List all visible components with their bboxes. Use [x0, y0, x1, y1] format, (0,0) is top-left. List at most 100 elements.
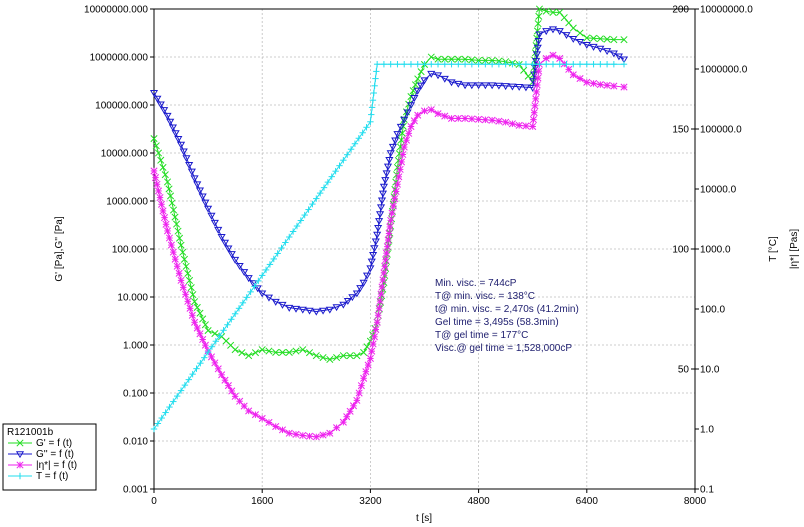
data-point: [576, 61, 584, 68]
data-point: [534, 38, 543, 45]
data-point: [481, 82, 490, 90]
data-point: [576, 75, 584, 83]
data-point: [461, 82, 470, 90]
data-point: [332, 167, 339, 175]
data-point: [387, 215, 396, 223]
data-point: [475, 115, 483, 123]
data-point: [339, 301, 348, 309]
data-point: [339, 352, 347, 360]
y-left-tick-label: 10000000.000: [84, 5, 148, 16]
data-point: [400, 116, 409, 124]
annotation-line-3: t@ min. visc. = 2,470s (41.2min): [435, 304, 579, 315]
data-point: [278, 301, 287, 309]
data-point: [333, 353, 341, 362]
legend-item: G'' = f (t): [8, 449, 74, 460]
data-point: [388, 209, 396, 217]
data-point: [427, 106, 435, 114]
data-point: [375, 218, 384, 226]
data-point: [589, 43, 598, 51]
data-point: [298, 306, 307, 314]
y-temp-tick-label: 100: [672, 245, 689, 256]
data-point: [387, 216, 395, 224]
data-point: [211, 359, 219, 367]
data-point: [535, 12, 543, 20]
data-point: [187, 168, 196, 176]
data-point: [201, 341, 209, 349]
data-point: [373, 68, 380, 75]
data-point: [620, 83, 628, 91]
data-point: [448, 61, 455, 68]
data-point: [191, 318, 199, 326]
y-left-tick-label: 10.000: [117, 293, 148, 304]
data-point: [292, 347, 300, 355]
y-left-tick-label: 10000.000: [101, 149, 149, 160]
data-point: [355, 389, 363, 397]
data-point: [193, 303, 201, 311]
data-point: [495, 61, 503, 68]
data-point: [454, 55, 462, 63]
data-point: [278, 348, 287, 356]
data-point: [169, 248, 177, 256]
data-point: [190, 175, 199, 183]
data-point: [392, 187, 400, 196]
legend-label: T = f (t): [36, 471, 68, 482]
data-point: [201, 321, 209, 329]
data-point: [266, 261, 274, 268]
y-temp-tick-label: 200: [672, 5, 689, 16]
data-point: [204, 326, 212, 335]
data-point: [299, 346, 307, 354]
data-point: [149, 90, 159, 97]
data-point: [188, 311, 196, 319]
data-point: [274, 250, 281, 257]
y-eta-tick-label: 100000.0: [700, 125, 742, 136]
data-point: [569, 24, 577, 32]
data-point: [549, 51, 557, 59]
data-point: [535, 67, 543, 75]
data-point: [488, 56, 496, 64]
data-point: [397, 158, 406, 166]
data-point: [162, 409, 169, 416]
data-point: [359, 129, 366, 136]
data-point: [590, 61, 597, 68]
data-point: [533, 44, 542, 52]
data-point: [182, 155, 191, 163]
data-point: [201, 354, 208, 361]
data-point: [285, 429, 293, 437]
data-point: [184, 297, 192, 305]
data-point: [179, 248, 187, 256]
data-point: [228, 387, 236, 395]
data-point: [177, 387, 185, 394]
data-point: [243, 294, 250, 301]
legend-box: [2, 423, 97, 491]
data-point: [454, 80, 463, 88]
data-point: [255, 277, 262, 285]
data-point: [381, 177, 390, 185]
x-tick-label: 3200: [359, 496, 382, 507]
data-point: [468, 115, 476, 123]
data-point: [542, 7, 550, 15]
data-point: [535, 31, 544, 39]
data-point: [396, 165, 404, 173]
data-point: [421, 61, 428, 68]
data-point: [387, 61, 394, 68]
annotation-line-4: Gel time = 3,495s (58.3min): [435, 317, 559, 328]
data-point: [413, 87, 422, 95]
data-point: [502, 61, 509, 68]
data-point: [529, 116, 538, 124]
data-point: [166, 192, 175, 200]
data-point: [238, 349, 246, 357]
data-point: [440, 75, 449, 83]
data-point: [391, 137, 400, 145]
data-point: [596, 45, 605, 53]
data-point: [159, 163, 167, 172]
y-left-tick-label: 0.100: [123, 389, 148, 400]
y-eta-tick-label: 100.0: [700, 305, 725, 316]
data-point: [371, 82, 378, 89]
data-point: [531, 102, 539, 110]
data-point: [515, 61, 523, 68]
data-point: [293, 222, 301, 230]
data-point: [346, 352, 354, 360]
data-point: [328, 173, 335, 180]
data-point: [441, 112, 449, 120]
data-point: [357, 382, 365, 390]
